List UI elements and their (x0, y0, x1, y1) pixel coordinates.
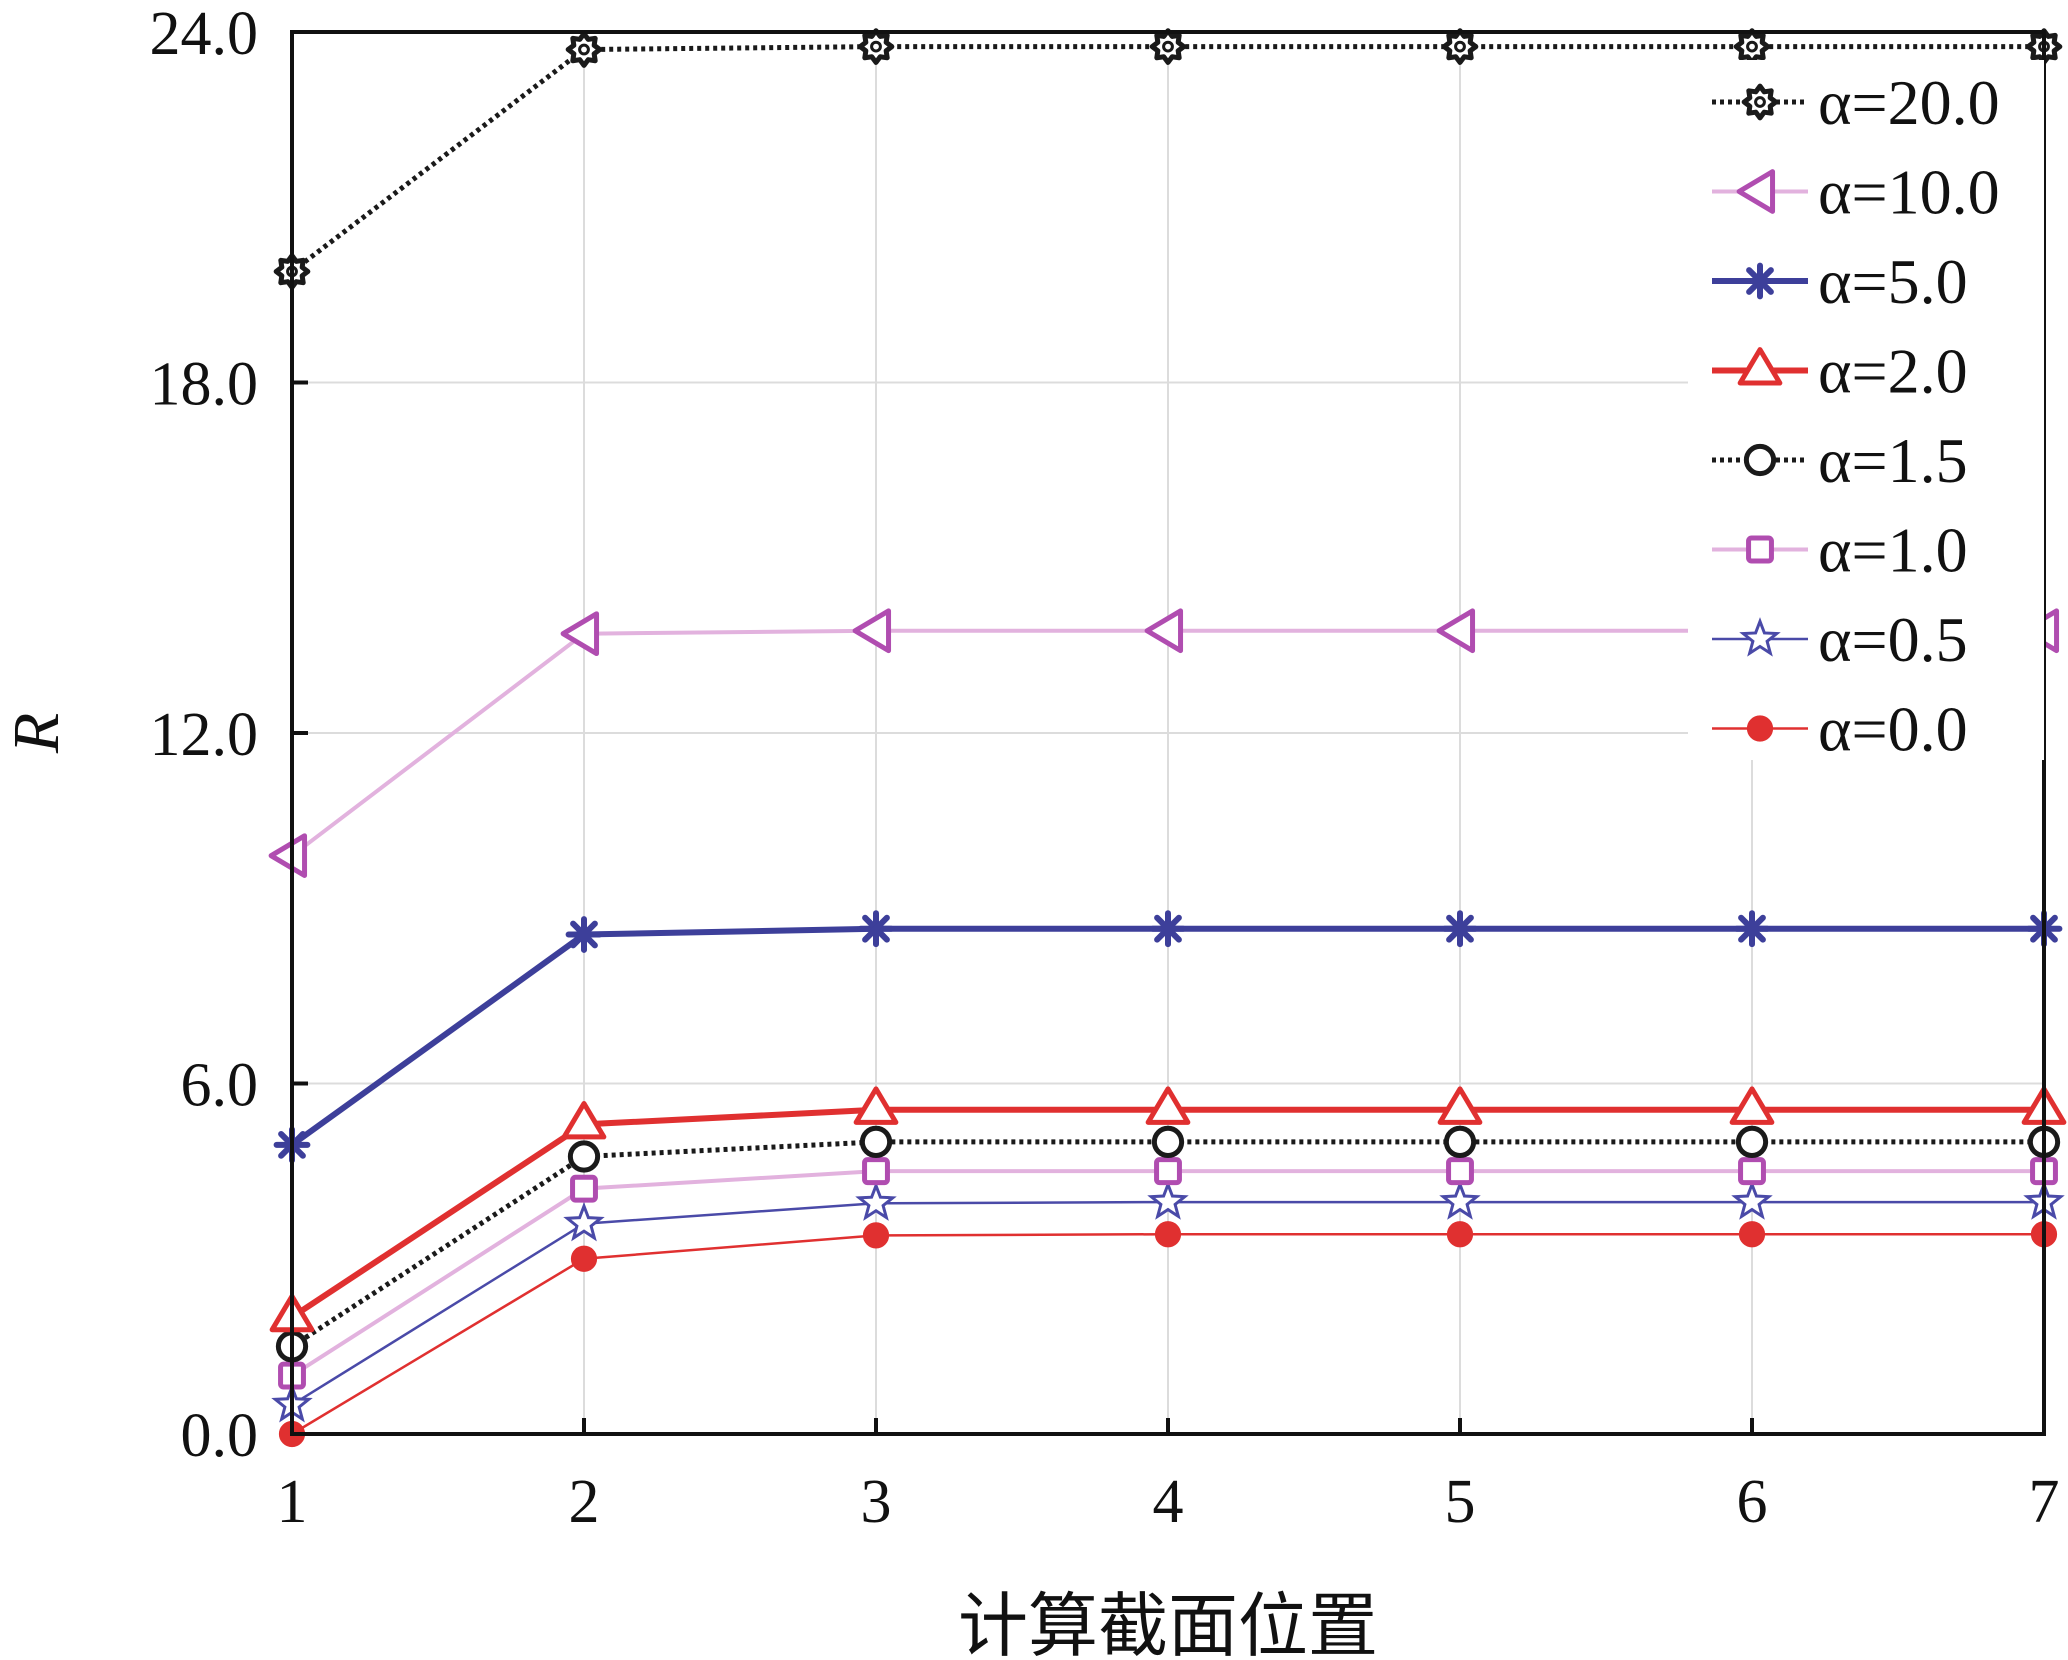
legend-label: α=0.5 (1818, 604, 1968, 675)
data-point (1746, 715, 1774, 742)
data-point (1738, 1157, 1766, 1186)
legend-item: α=0.0 (1712, 694, 1968, 765)
data-point (1439, 1180, 1481, 1220)
data-point (561, 1100, 607, 1140)
series-layer (268, 28, 2067, 1448)
data-point (1735, 1125, 1769, 1159)
x-tick-label: 5 (1445, 1468, 1476, 1536)
x-axis-title: 计算截面位置 (958, 1585, 1378, 1660)
data-point (1446, 1157, 1474, 1186)
x-tick-label: 3 (861, 1468, 892, 1536)
data-point (1738, 1221, 1766, 1248)
data-point (1154, 1221, 1182, 1248)
legend-item: α=10.0 (1712, 157, 2000, 228)
legend-item: α=5.0 (1712, 246, 1968, 317)
data-point (1729, 1086, 1775, 1125)
data-point (1441, 910, 1479, 948)
data-point (570, 1174, 598, 1203)
x-tick-label: 4 (1153, 1468, 1184, 1536)
legend-label: α=10.0 (1818, 157, 2000, 228)
series (278, 1157, 2058, 1390)
data-point (560, 611, 600, 657)
data-point (570, 1245, 598, 1272)
data-point (1741, 262, 1779, 300)
legend-item: α=1.5 (1712, 425, 1968, 496)
data-point (1441, 28, 1479, 65)
data-point (1736, 169, 1776, 214)
series (273, 910, 2063, 1164)
data-point (1739, 617, 1781, 657)
x-tick-label: 7 (2029, 1468, 2060, 1536)
legend-label: α=1.5 (1818, 425, 1968, 496)
data-point (859, 1125, 893, 1159)
data-point (853, 1086, 899, 1125)
y-tick-label: 24.0 (150, 0, 259, 68)
data-point (1154, 1157, 1182, 1186)
series (269, 1086, 2067, 1333)
y-axis-ticks: 0.0 6.0 12.0 18.0 24.0 (150, 0, 308, 1470)
legend-item: α=20.0 (1712, 67, 2000, 138)
data-point (1443, 1125, 1477, 1159)
x-tick-label: 6 (1737, 1468, 1768, 1536)
legend-label: α=5.0 (1818, 246, 1968, 317)
data-point (1737, 347, 1783, 386)
data-point (857, 28, 895, 65)
legend-label: α=0.0 (1818, 694, 1968, 765)
data-point (565, 916, 603, 953)
data-point (565, 31, 603, 68)
x-axis-ticks: 1 2 3 4 5 6 7 (277, 1418, 2060, 1536)
data-point (1446, 1221, 1474, 1248)
data-point (1733, 28, 1771, 65)
data-point (1149, 28, 1187, 65)
data-point (563, 1201, 605, 1242)
data-point (1743, 443, 1777, 477)
legend-label: α=20.0 (1818, 67, 2000, 138)
data-point (855, 1181, 897, 1221)
data-point (862, 1222, 890, 1249)
data-point (852, 608, 892, 654)
data-point (1147, 1180, 1189, 1220)
y-tick-label: 6.0 (181, 1052, 259, 1120)
legend: α=20.0 α=10.0 α=5.0 α=2.0 α=1.5 α=1.0 α=0.5 α=0… (1688, 60, 2044, 765)
y-axis-title: R (0, 713, 73, 754)
data-point (857, 910, 895, 948)
data-point (1733, 910, 1771, 948)
data-point (1731, 1180, 1773, 1220)
data-point (1144, 608, 1184, 654)
legend-item: α=1.0 (1712, 515, 1968, 586)
legend-label: α=1.0 (1818, 515, 1968, 586)
legend-background (1688, 60, 2044, 760)
data-point (1436, 608, 1476, 654)
legend-item: α=2.0 (1712, 336, 1968, 407)
legend-label: α=2.0 (1818, 336, 1968, 407)
data-point (1145, 1086, 1191, 1125)
series (275, 1125, 2061, 1363)
y-tick-label: 0.0 (181, 1402, 259, 1470)
data-point (1151, 1125, 1185, 1159)
data-point (567, 1140, 601, 1173)
y-tick-label: 18.0 (150, 351, 259, 419)
data-point (1746, 535, 1774, 564)
data-point (268, 833, 308, 879)
x-tick-label: 2 (569, 1468, 600, 1536)
x-tick-label: 1 (277, 1468, 308, 1536)
data-point (1437, 1086, 1483, 1125)
legend-item: α=0.5 (1712, 604, 1968, 675)
data-point (1149, 910, 1187, 948)
y-tick-label: 12.0 (150, 701, 259, 769)
data-point (862, 1157, 890, 1186)
data-point (1741, 83, 1779, 121)
